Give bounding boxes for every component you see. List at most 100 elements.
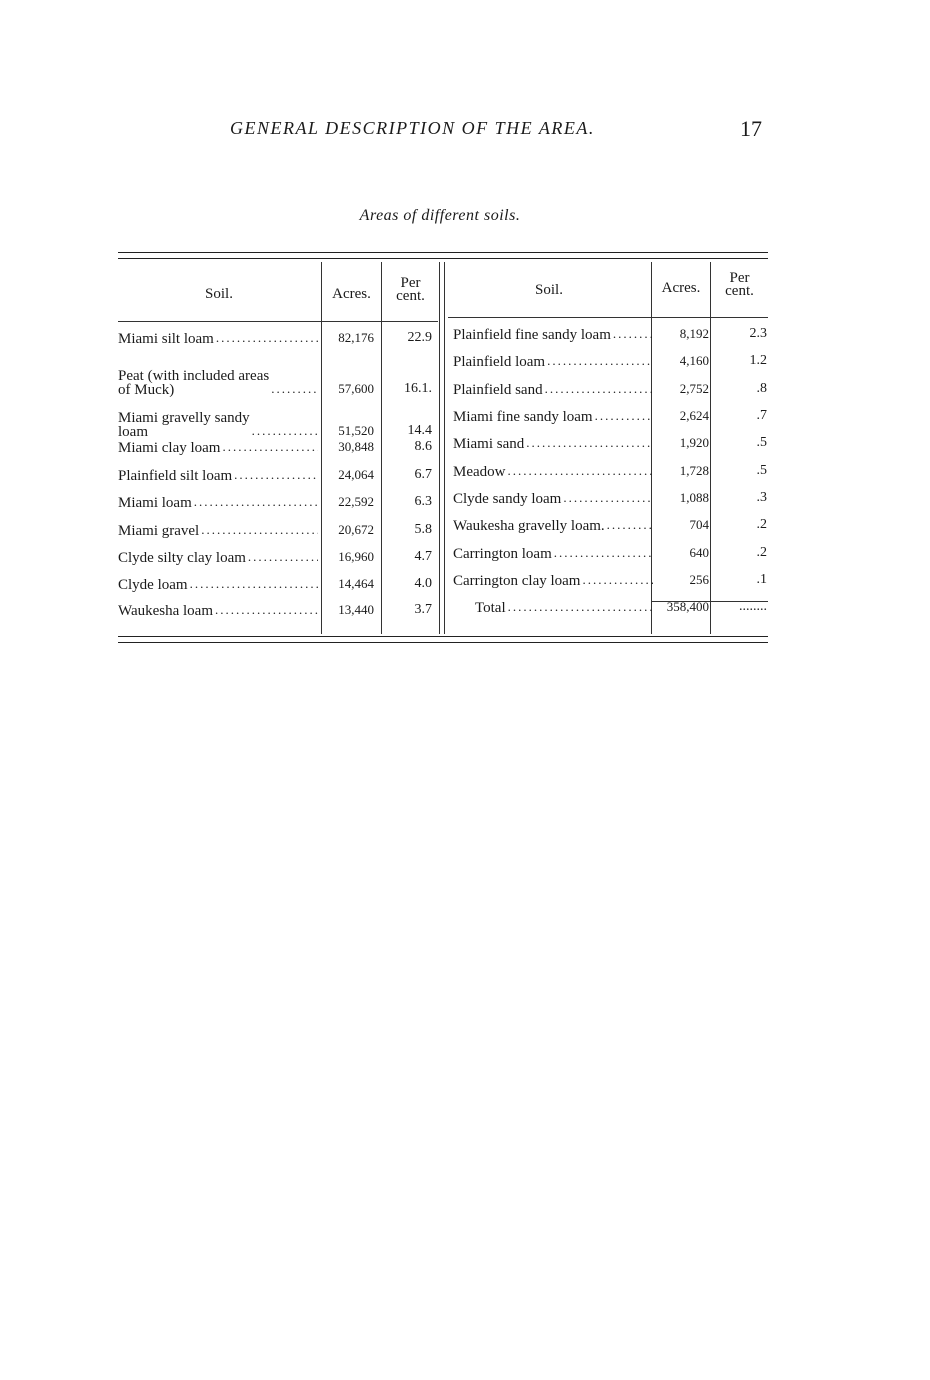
dot-leader: ........................................… <box>215 602 318 617</box>
soil-name: Meadow <box>453 464 508 479</box>
header-rule-right <box>448 317 768 318</box>
dot-leader: ........................................… <box>251 423 318 438</box>
percent-cell: .1 <box>756 572 768 587</box>
page-number: 17 <box>740 116 762 141</box>
header-acres-right: Acres. <box>661 280 701 296</box>
soil-cell: Total...................................… <box>453 599 653 615</box>
table-row: Miami silt loam.........................… <box>118 330 448 346</box>
dot-leader: ........................................… <box>507 599 653 614</box>
percent-cell: 16.1. <box>404 381 432 396</box>
dot-leader: ........................................… <box>247 549 318 564</box>
acres-cell: 30,848 <box>338 439 374 454</box>
soil-name: Waukesha gravelly loam. <box>453 518 607 533</box>
dot-leader: ........................................… <box>526 435 653 450</box>
soil-cell: Clyde sandy loam........................… <box>453 490 653 506</box>
dot-leader: ........................................… <box>563 490 653 505</box>
percent-cell: 8.6 <box>414 439 433 454</box>
soil-cell: Miami gravel............................… <box>118 522 318 538</box>
bottom-rule-inner <box>118 636 768 637</box>
acres-cell: 22,592 <box>338 494 374 509</box>
dot-leader: ........................................… <box>222 439 318 454</box>
dot-leader: ........................................… <box>201 522 318 537</box>
header-percent-line2: cent. <box>725 283 754 299</box>
header-percent-right: Per cent. <box>711 271 768 299</box>
soil-cell: Meadow..................................… <box>453 463 653 479</box>
soil-name: Clyde sandy loam <box>453 491 564 506</box>
dot-leader: ........................................… <box>507 463 654 478</box>
percent-cell: .3 <box>756 490 768 505</box>
dot-leader: ........................................… <box>594 408 653 423</box>
table-row: Plainfield sand.........................… <box>453 381 783 397</box>
table-row: Plainfield fine sandy loam..............… <box>453 326 783 342</box>
acres-cell: 256 <box>689 572 710 587</box>
column-divider <box>444 262 445 634</box>
percent-cell: 4.0 <box>414 576 433 591</box>
soil-cell: Miami gravelly sandy loam...............… <box>118 411 318 439</box>
soil-cell: Plainfield silt loam....................… <box>118 467 318 483</box>
soil-name: Carrington clay loam <box>453 573 583 588</box>
table-row: Miami gravel............................… <box>118 522 448 538</box>
soil-cell: Miami silt loam.........................… <box>118 330 318 346</box>
top-rule <box>118 252 768 253</box>
soil-name: Miami gravel <box>118 523 202 538</box>
table-row: Peat (with included areas of Muck)......… <box>118 369 448 397</box>
table-row: Miami sand..............................… <box>453 435 783 451</box>
soil-cell: Clyde loam..............................… <box>118 576 318 592</box>
table-row: Plainfield silt loam....................… <box>118 467 448 483</box>
acres-cell: 1,088 <box>679 490 709 505</box>
soil-cell: Miami clay loam.........................… <box>118 439 318 455</box>
header-soil-right: Soil. <box>535 282 563 298</box>
percent-cell: 6.3 <box>414 494 433 509</box>
acres-cell: 20,672 <box>338 522 374 537</box>
soil-name: Miami clay loam <box>118 440 223 455</box>
dot-leader: ........................................… <box>193 494 318 509</box>
table-caption: Areas of different soils. <box>359 207 521 224</box>
table-row: Waukesha loam...........................… <box>118 602 448 618</box>
dot-leader: ........................................… <box>234 467 318 482</box>
total-label: Total <box>453 601 508 615</box>
table-row: Miami fine sandy loam...................… <box>453 408 783 424</box>
acres-cell: 51,520 <box>338 423 374 438</box>
soil-cell: Miami loam..............................… <box>118 494 318 510</box>
acres-cell: 8,192 <box>679 326 709 341</box>
soil-name: Plainfield silt loam <box>118 468 235 483</box>
acres-cell: 704 <box>689 517 710 532</box>
acres-cell: 1,920 <box>679 435 709 450</box>
total-rule <box>652 601 768 602</box>
percent-cell: .2 <box>756 545 768 560</box>
percent-cell: 5.8 <box>414 522 433 537</box>
soil-name: Plainfield loam <box>453 354 548 369</box>
percent-cell: .7 <box>756 408 768 423</box>
percent-cell: 1.2 <box>749 353 768 368</box>
table-row: Clyde loam..............................… <box>118 576 448 592</box>
table-row: Miami gravelly sandy loam...............… <box>118 411 448 439</box>
percent-cell: .5 <box>756 435 768 450</box>
acres-cell: 2,752 <box>679 381 709 396</box>
dot-leader: ........................................… <box>582 572 653 587</box>
soil-cell: Waukesha loam...........................… <box>118 602 318 618</box>
acres-cell: 24,064 <box>338 467 374 482</box>
acres-cell: 2,624 <box>679 408 709 423</box>
soil-name: Peat (with included areas of Muck) <box>118 369 272 397</box>
soil-cell: Carrington loam.........................… <box>453 545 653 561</box>
dot-leader: ........................................… <box>606 517 653 532</box>
dot-leader: ........................................… <box>544 381 653 396</box>
acres-cell: 16,960 <box>338 549 374 564</box>
acres-cell: 1,728 <box>679 463 709 478</box>
soil-name: Carrington loam <box>453 546 554 561</box>
soil-cell: Plainfield sand.........................… <box>453 381 653 397</box>
table-row: Plainfield loam.........................… <box>453 353 783 369</box>
table-row: Meadow..................................… <box>453 463 783 479</box>
soil-name: Clyde silty clay loam <box>118 550 248 565</box>
soil-name: Waukesha loam <box>118 603 216 618</box>
acres-cell: 57,600 <box>338 381 374 396</box>
column-divider <box>321 262 322 634</box>
header-percent-left: Per cent. <box>382 276 439 304</box>
bottom-rule <box>118 642 768 643</box>
acres-cell: 358,400 <box>666 599 709 614</box>
soil-cell: Peat (with included areas of Muck)......… <box>118 369 318 397</box>
column-divider <box>651 262 652 634</box>
soil-name: Miami fine sandy loam <box>453 409 595 424</box>
acres-cell: 82,176 <box>338 330 374 345</box>
soil-cell: Carrington clay loam....................… <box>453 572 653 588</box>
